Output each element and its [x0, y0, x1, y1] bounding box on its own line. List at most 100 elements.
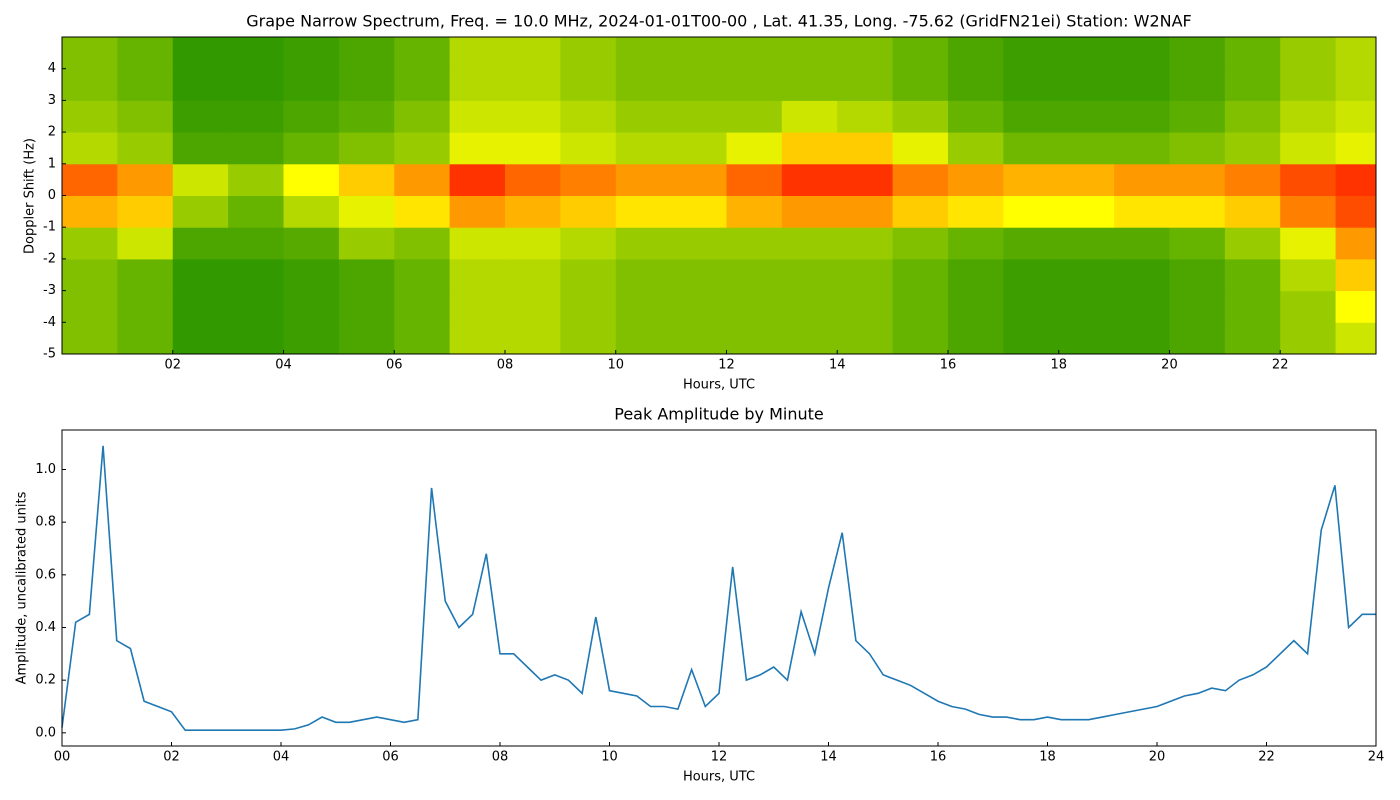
x-tick-label: 16: [940, 358, 957, 373]
heat-cell: [117, 163, 174, 196]
heat-cell: [283, 132, 340, 165]
heat-cell: [504, 195, 561, 228]
heat-cell: [947, 37, 1004, 70]
x-tick-label: 12: [711, 750, 728, 765]
heat-cell: [228, 195, 284, 228]
heat-cell: [726, 163, 783, 196]
heat-cell: [1169, 195, 1226, 228]
heat-cell: [449, 290, 506, 323]
heat-cell: [449, 100, 506, 133]
heat-cell: [172, 163, 229, 196]
heat-cell: [1335, 37, 1376, 70]
heat-cell: [228, 68, 284, 101]
heat-cell: [781, 227, 838, 260]
heat-cell: [504, 68, 561, 101]
heat-cell: [172, 68, 229, 101]
heat-cell: [228, 227, 284, 260]
heat-cell: [781, 132, 838, 165]
heat-cell: [338, 68, 395, 101]
heat-cell: [504, 322, 561, 354]
x-axis-label: Hours, UTC: [683, 378, 755, 393]
heat-cell: [449, 37, 506, 70]
heat-cell: [504, 100, 561, 133]
heat-cell: [1114, 37, 1170, 70]
heat-cell: [671, 68, 727, 101]
heat-cell: [781, 163, 838, 196]
heat-cell: [781, 258, 838, 292]
heat-cell: [837, 195, 894, 228]
heat-cell: [1003, 68, 1060, 101]
heat-cell: [1169, 290, 1226, 323]
heat-cell: [615, 37, 672, 70]
heat-cell: [1224, 322, 1281, 354]
heat-cell: [1003, 132, 1060, 165]
heat-cell: [1280, 100, 1337, 133]
heat-cell: [1003, 100, 1060, 133]
heat-cell: [1058, 132, 1115, 165]
heat-cell: [1058, 322, 1115, 354]
heat-cell: [837, 68, 894, 101]
heat-cell: [62, 132, 118, 165]
heat-cell: [781, 195, 838, 228]
heat-cell: [1280, 258, 1337, 292]
heat-cell: [117, 258, 174, 292]
heat-cell: [947, 322, 1004, 354]
heat-cell: [1280, 132, 1337, 165]
heat-cell: [781, 37, 838, 70]
heat-cell: [228, 100, 284, 133]
y-tick-label: 0.6: [35, 567, 56, 582]
heat-cell: [62, 163, 118, 196]
heat-cell: [1280, 195, 1337, 228]
heat-cell: [837, 132, 894, 165]
heat-cell: [837, 258, 894, 292]
y-tick-label: -1: [43, 220, 56, 235]
heat-cell: [560, 68, 617, 101]
heat-cell: [1335, 195, 1376, 228]
y-tick-label: 4: [48, 61, 56, 76]
heat-cell: [726, 290, 783, 323]
heat-cell: [1058, 290, 1115, 323]
heat-cell: [228, 290, 284, 323]
heat-cell: [338, 195, 395, 228]
heat-cell: [283, 227, 340, 260]
heat-cell: [1114, 100, 1170, 133]
x-tick-label: 00: [54, 750, 71, 765]
heat-cell: [1114, 68, 1170, 101]
heat-cell: [615, 163, 672, 196]
heat-cell: [1224, 132, 1281, 165]
heat-cell: [1058, 195, 1115, 228]
heat-cell: [892, 37, 949, 70]
heat-cell: [1058, 227, 1115, 260]
heat-cell: [1335, 68, 1376, 101]
heat-cell: [1224, 37, 1281, 70]
x-tick-label: 20: [1149, 750, 1166, 765]
heat-cell: [117, 227, 174, 260]
heat-cell: [837, 322, 894, 354]
heat-cell: [1003, 195, 1060, 228]
heat-cell: [172, 195, 229, 228]
x-tick-label: 20: [1161, 358, 1178, 373]
heat-cell: [892, 258, 949, 292]
heat-cell: [671, 258, 727, 292]
heat-cell: [615, 322, 672, 354]
heat-cell: [947, 227, 1004, 260]
heat-cell: [837, 227, 894, 260]
heat-cell: [671, 163, 727, 196]
heat-cell: [560, 100, 617, 133]
heatmap: [62, 37, 1376, 354]
heat-cell: [1114, 163, 1170, 196]
heat-cell: [615, 227, 672, 260]
heat-cell: [615, 132, 672, 165]
heat-cell: [837, 290, 894, 323]
heat-cell: [1224, 227, 1281, 260]
heat-cell: [615, 258, 672, 292]
heat-cell: [1335, 290, 1376, 323]
plot-frame: [61, 429, 1377, 747]
heat-cell: [892, 195, 949, 228]
heat-cell: [947, 258, 1004, 292]
heat-cell: [615, 195, 672, 228]
heat-cell: [172, 258, 229, 292]
heat-cell: [1058, 37, 1115, 70]
heat-cell: [1169, 37, 1226, 70]
